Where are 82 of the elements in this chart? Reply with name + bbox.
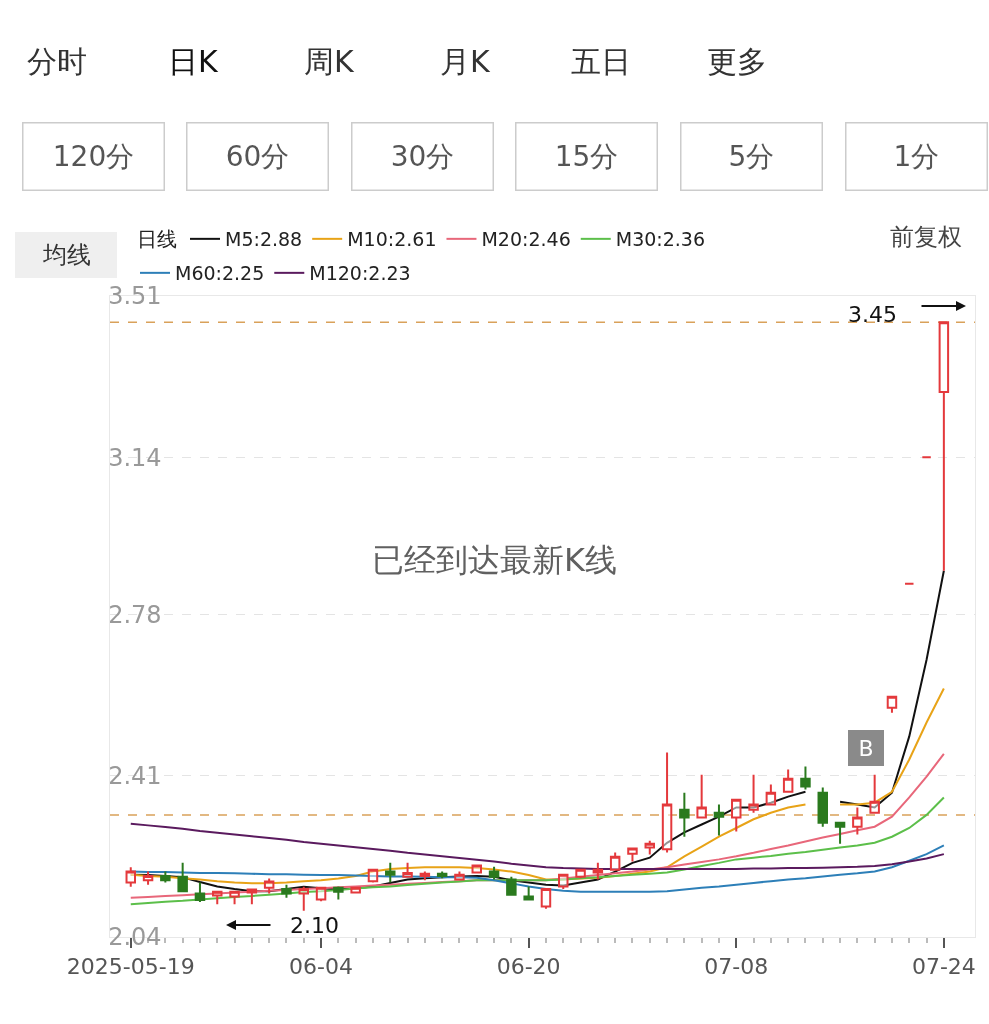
- y-tick-label: 2.41: [108, 762, 162, 791]
- candlestick: [540, 888, 552, 910]
- candlestick: [523, 885, 534, 901]
- candlestick: [229, 890, 240, 906]
- candlestick: [125, 866, 136, 888]
- legend-label: M20:2.46: [481, 228, 571, 251]
- text: 月K: [440, 44, 491, 79]
- line-series: [129, 796, 945, 906]
- line-series: [129, 822, 945, 870]
- text: 前复权: [890, 223, 962, 251]
- text: 均线: [41, 241, 91, 269]
- candlestick: [627, 847, 638, 863]
- candlestick: [385, 861, 396, 884]
- text: 分时: [27, 44, 87, 79]
- x-tick-label: 07-08: [704, 954, 769, 980]
- annotation: B: [858, 735, 874, 761]
- text: 30分: [390, 140, 455, 173]
- text: 5分: [728, 140, 775, 173]
- x-tick-label: 06-20: [496, 954, 561, 980]
- y-tick-label: 3.14: [108, 443, 162, 472]
- legend-label: M30:2.36: [615, 228, 706, 251]
- candlestick: [212, 890, 223, 906]
- x-tick-label: 07-24: [911, 954, 976, 980]
- candlestick: [834, 821, 846, 845]
- candlestick: [558, 873, 569, 891]
- candlestick: [765, 783, 777, 806]
- candlestick: [575, 868, 586, 880]
- candlestick: [177, 861, 188, 893]
- candlestick: [142, 870, 154, 886]
- candlestick: [263, 877, 275, 895]
- candlestick: [661, 751, 673, 854]
- text: 更多: [707, 44, 767, 79]
- legend-label: M5:2.88: [225, 228, 303, 251]
- text: 日K: [168, 44, 219, 79]
- candlestick: [281, 883, 292, 899]
- annotation: 3.45: [848, 302, 897, 327]
- text: 1分: [893, 140, 940, 173]
- candlestick: [402, 861, 413, 878]
- text: 五日: [571, 44, 631, 79]
- text: 60分: [225, 140, 290, 173]
- candlestick: [160, 870, 171, 884]
- candlestick: [852, 806, 863, 836]
- candlestick: [609, 851, 621, 871]
- text: 15分: [554, 140, 619, 173]
- candlestick: [471, 864, 482, 874]
- legend-label: M60:2.25: [175, 262, 265, 285]
- annotation: 2.10: [290, 913, 339, 938]
- legend-label: M120:2.23: [309, 262, 411, 285]
- text: 周K: [304, 44, 355, 79]
- candlestick: [817, 786, 828, 828]
- y-tick-label: 2.04: [108, 923, 162, 952]
- annotation: 已经到达最新K线: [372, 541, 617, 579]
- candlestick: [921, 456, 932, 459]
- candlestick: [315, 886, 327, 903]
- candlestick: [679, 791, 690, 838]
- candlestick: [696, 773, 707, 819]
- candlestick: [938, 321, 950, 572]
- candlestick: [713, 803, 725, 837]
- candlestick: [506, 875, 517, 896]
- y-tick-label: 3.51: [108, 282, 162, 311]
- candlestick: [731, 798, 742, 833]
- candlestick: [592, 861, 604, 881]
- candlestick: [333, 885, 344, 901]
- candlestick: [246, 888, 258, 906]
- x-tick-label: 06-04: [289, 954, 354, 980]
- candlestick: [350, 886, 361, 895]
- candlestick: [800, 765, 811, 791]
- legend-title: 日线: [137, 227, 177, 251]
- line-series: [129, 844, 945, 893]
- x-tick-label: 2025-05-19: [66, 954, 195, 980]
- candlestick: [869, 773, 880, 814]
- candlestick: [886, 695, 898, 714]
- y-tick-label: 2.78: [108, 600, 162, 629]
- candlestick: [644, 839, 655, 856]
- text: 120分: [52, 140, 135, 173]
- candlestick: [194, 881, 206, 904]
- candlestick: [904, 582, 915, 585]
- candlestick: [298, 885, 309, 912]
- candlestick: [488, 865, 500, 881]
- legend-label: M10:2.61: [347, 228, 437, 251]
- candlestick: [782, 768, 794, 793]
- candlestick: [748, 773, 759, 814]
